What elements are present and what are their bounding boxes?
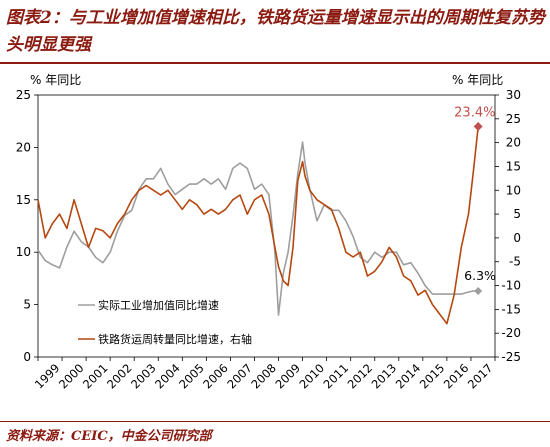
x-axis-tick-label: 2017: [465, 361, 496, 392]
right-axis-tick-label: 25: [506, 112, 521, 126]
left-axis-tick-label: 15: [16, 193, 31, 207]
right-axis-tick-label: -10: [501, 279, 521, 293]
x-axis-tick-label: 2015: [417, 361, 448, 392]
x-axis-tick-label: 2012: [345, 361, 376, 392]
rail-end-marker: [473, 121, 483, 131]
right-axis-unit-label: % 年同比: [452, 73, 503, 87]
legend-label-rail: 铁路货运周转量同比增速，右轴: [98, 332, 252, 346]
right-axis-tick-label: -25: [501, 350, 521, 364]
x-axis-tick-label: 2002: [104, 361, 135, 392]
industrial-end-label: 6.3%: [464, 268, 496, 283]
left-axis-tick-label: 5: [23, 298, 31, 312]
x-axis-tick-label: 2006: [200, 361, 231, 392]
footer-rule: [0, 421, 550, 422]
left-axis-tick-label: 0: [23, 350, 31, 364]
x-axis-tick-label: 2011: [321, 361, 352, 392]
x-axis-tick-label: 2000: [56, 361, 87, 392]
right-axis-tick-label: -20: [501, 326, 521, 340]
x-axis-tick-label: 2001: [80, 361, 111, 392]
right-axis-tick-label: 20: [506, 136, 521, 150]
x-axis-tick-label: 2016: [441, 361, 472, 392]
x-axis-tick-label: 2010: [296, 361, 327, 392]
x-axis-tick-label: 2008: [248, 361, 279, 392]
right-axis-tick-label: 0: [513, 231, 521, 245]
left-axis-unit-label: % 年同比: [30, 73, 81, 87]
industrial-output-line: [37, 141, 479, 316]
plot-frame: [37, 94, 496, 358]
right-axis-tick-label: 10: [506, 183, 521, 197]
legend-label-industrial: 实际工业增加值同比增速: [98, 298, 219, 312]
right-axis-tick-label: 5: [513, 207, 521, 221]
rail-end-label: 23.4%: [454, 105, 495, 120]
source-note: 资料来源：CEIC，中金公司研究部: [6, 429, 212, 444]
right-axis-tick-label: -15: [501, 302, 521, 316]
x-axis-tick-label: 2005: [176, 361, 207, 392]
x-axis-tick-label: 2014: [393, 361, 424, 392]
x-axis-tick-label: 2013: [369, 361, 400, 392]
figure-title: 图表2：与工业增加值增速相比，铁路货运量增速显示出的周期性复苏势头明显更强: [6, 8, 545, 55]
rail-freight-line: [37, 126, 479, 325]
x-axis-tick-label: 2007: [224, 361, 255, 392]
right-axis-tick-label: 30: [506, 88, 521, 102]
right-axis-tick-label: -5: [509, 255, 521, 269]
left-axis-tick-label: 20: [16, 140, 31, 154]
x-axis-tick-label: 2009: [272, 361, 303, 392]
right-axis-tick-label: 15: [506, 159, 521, 173]
x-axis-tick-label: 2003: [128, 361, 159, 392]
title-rule: [0, 62, 550, 64]
left-axis-tick-label: 25: [16, 88, 31, 102]
industrial-end-marker: [474, 286, 483, 295]
x-axis-tick-label: 2004: [152, 361, 183, 392]
left-axis-tick-label: 10: [16, 245, 31, 259]
x-axis-tick-label: 1999: [32, 361, 63, 392]
